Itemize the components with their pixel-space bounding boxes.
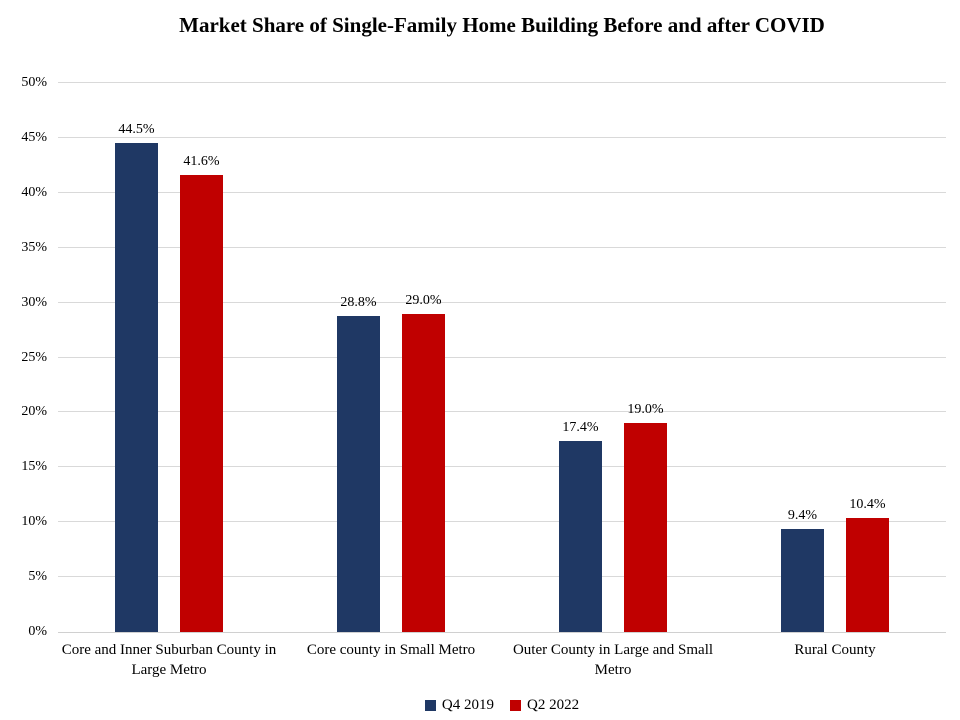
bar-group-core-county-small-metro: 28.8% 29.0% bbox=[280, 83, 502, 632]
y-tick-label: 30% bbox=[21, 294, 47, 310]
x-axis-labels: Core and Inner Suburban County in Large … bbox=[58, 640, 946, 681]
y-axis: 0% 5% 10% 15% 20% 25% 30% 35% 40% 45% 50… bbox=[0, 76, 50, 639]
bar-groups: 44.5% 41.6% 28.8% 29.0% bbox=[58, 83, 946, 632]
x-axis-line bbox=[58, 632, 946, 633]
gridline bbox=[58, 82, 946, 83]
chart-title-text: Market Share of Single-Family Home Build… bbox=[179, 13, 825, 37]
data-label-q4-2019: 9.4% bbox=[787, 507, 818, 523]
data-label-q4-2019: 44.5% bbox=[118, 122, 155, 138]
bar-wrap: 17.4% bbox=[559, 83, 602, 632]
bar-wrap: 19.0% bbox=[624, 83, 667, 632]
plot-area: 44.5% 41.6% 28.8% 29.0% bbox=[58, 82, 946, 633]
y-tick-label: 40% bbox=[21, 184, 47, 200]
bar-wrap: 29.0% bbox=[402, 83, 445, 632]
category-label: Core county in Small Metro bbox=[306, 642, 476, 658]
bar-q2-2022 bbox=[402, 313, 445, 632]
chart-title: Market Share of Single-Family Home Build… bbox=[58, 11, 946, 40]
data-label-q2-2022: 19.0% bbox=[627, 402, 664, 418]
legend-item-q4-2019: Q4 2019 bbox=[424, 697, 494, 713]
bar-wrap: 10.4% bbox=[846, 83, 889, 632]
y-tick-label: 25% bbox=[21, 349, 47, 365]
bar-q4-2019 bbox=[559, 440, 602, 632]
data-label-q2-2022: 10.4% bbox=[849, 496, 886, 512]
category-label: Rural County bbox=[794, 642, 876, 658]
category-label: Core and Inner Suburban County in Large … bbox=[61, 642, 277, 679]
bar-group-core-inner-suburban-large-metro: 44.5% 41.6% bbox=[58, 83, 280, 632]
gridline bbox=[58, 576, 946, 578]
bar-wrap: 9.4% bbox=[781, 83, 824, 632]
y-tick-label: 50% bbox=[21, 75, 47, 90]
y-tick-label: 35% bbox=[21, 239, 47, 255]
bar-group-rural-county: 9.4% 10.4% bbox=[724, 83, 946, 632]
y-tick-label: 0% bbox=[28, 624, 47, 639]
legend-swatch-icon bbox=[424, 700, 436, 711]
data-label-q2-2022: 41.6% bbox=[183, 154, 220, 170]
data-label-q4-2019: 28.8% bbox=[340, 294, 377, 310]
gridline bbox=[58, 301, 946, 303]
y-tick-label: 15% bbox=[21, 459, 47, 475]
gridline bbox=[58, 521, 946, 523]
y-tick-label: 5% bbox=[28, 569, 47, 585]
gridline bbox=[58, 136, 946, 138]
gridline bbox=[58, 191, 946, 193]
y-tick-label: 45% bbox=[21, 129, 47, 145]
bar-q2-2022 bbox=[624, 423, 667, 632]
bar-wrap: 44.5% bbox=[115, 83, 158, 632]
bar-q4-2019 bbox=[781, 528, 824, 632]
bar-group-outer-county-large-small-metro: 17.4% 19.0% bbox=[502, 83, 724, 632]
bar-wrap: 41.6% bbox=[180, 83, 223, 632]
data-label-q4-2019: 17.4% bbox=[562, 419, 599, 435]
legend: Q4 2019 Q2 2022 bbox=[58, 698, 946, 713]
bar-q2-2022 bbox=[180, 175, 223, 632]
y-tick-label: 10% bbox=[21, 514, 47, 530]
y-tick-label: 20% bbox=[21, 404, 47, 420]
legend-label: Q2 2022 bbox=[527, 697, 580, 713]
data-label-q2-2022: 29.0% bbox=[405, 292, 442, 308]
category-label: Outer County in Large and Small Metro bbox=[512, 642, 714, 679]
bar-q2-2022 bbox=[846, 517, 889, 632]
legend-swatch-icon bbox=[510, 700, 521, 711]
legend-item-q2-2022: Q2 2022 bbox=[510, 698, 579, 713]
legend-label: Q4 2019 bbox=[441, 697, 494, 713]
bar-wrap: 28.8% bbox=[337, 83, 380, 632]
gridline bbox=[58, 411, 946, 413]
bar-q4-2019 bbox=[115, 143, 158, 632]
gridline bbox=[58, 356, 946, 358]
gridline bbox=[58, 246, 946, 248]
gridline bbox=[58, 466, 946, 468]
bar-q4-2019 bbox=[337, 315, 380, 632]
